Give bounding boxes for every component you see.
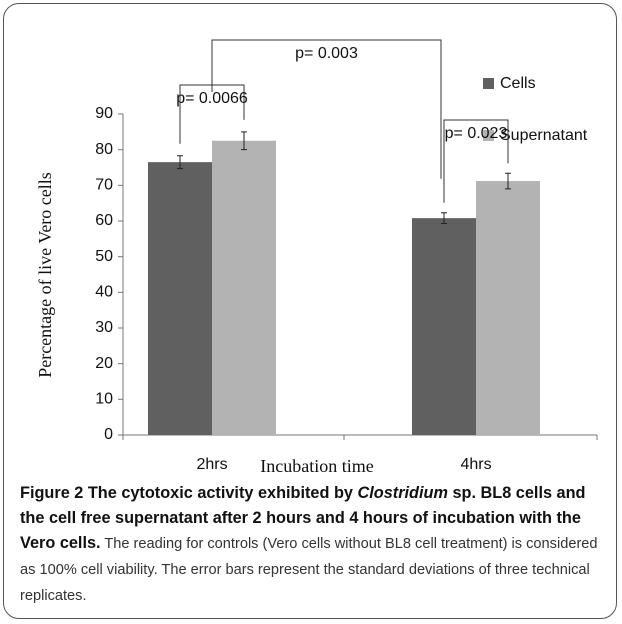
legend-label: Supernatant — [500, 127, 588, 144]
caption-title: Figure 2 The cytotoxic activity exhibite… — [20, 484, 358, 502]
chart: Incubation time Percentage of live Vero … — [35, 39, 598, 476]
error-bar — [441, 212, 447, 224]
annotation: p= 0.003 — [295, 45, 358, 62]
legend-swatch — [483, 78, 494, 89]
x-tick-label: 2hrs — [196, 456, 227, 473]
y-tick-label: 30 — [95, 319, 113, 336]
y-axis-label: Percentage of live Vero cells — [35, 172, 55, 378]
bracket — [443, 119, 509, 203]
error-bar — [177, 155, 183, 170]
bar — [212, 140, 276, 435]
y-tick-label: 80 — [95, 141, 113, 158]
bar — [476, 181, 540, 435]
y-tick-label: 50 — [95, 248, 113, 265]
bar — [412, 218, 476, 435]
annotation: p= 0.023 — [445, 125, 508, 142]
y-tick-label: 10 — [95, 391, 113, 408]
caption: Figure 2 The cytotoxic activity exhibite… — [20, 481, 610, 609]
error-bar — [505, 172, 511, 190]
x-tick-label: 4hrs — [460, 456, 491, 473]
y-tick-label: 0 — [104, 426, 113, 443]
legend-swatch — [483, 130, 494, 141]
annotation: p= 0.0066 — [176, 90, 248, 107]
caption-italic: Clostridium — [357, 484, 448, 502]
bracket — [211, 39, 442, 179]
x-axis-label: Incubation time — [260, 456, 373, 476]
caption-text: The reading for controls (Vero cells wit… — [20, 536, 598, 604]
error-bar — [241, 131, 247, 151]
y-tick-label: 90 — [95, 105, 113, 122]
y-tick-label: 20 — [95, 355, 113, 372]
y-tick-label: 40 — [95, 284, 113, 301]
y-tick-label: 60 — [95, 212, 113, 229]
bar — [148, 162, 212, 435]
figure-frame — [3, 3, 617, 619]
y-tick-label: 70 — [95, 177, 113, 194]
legend-label: Cells — [500, 75, 536, 92]
caption-title: sp. BL8 cells and the cell free supernat… — [20, 484, 586, 552]
